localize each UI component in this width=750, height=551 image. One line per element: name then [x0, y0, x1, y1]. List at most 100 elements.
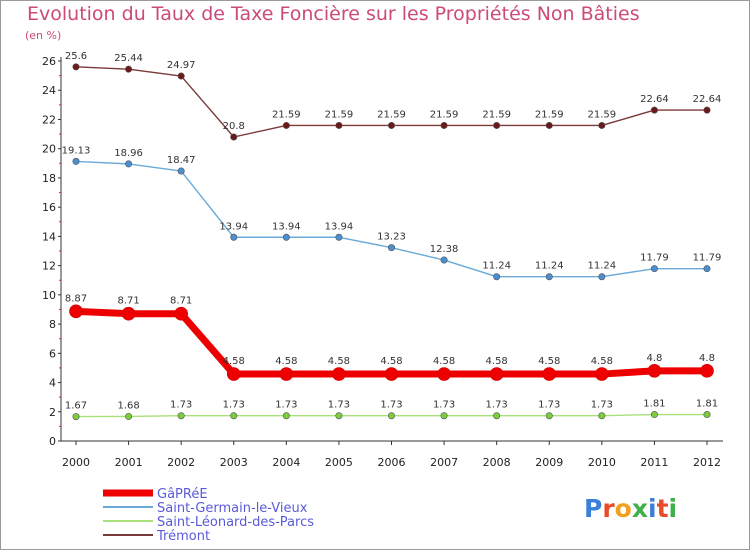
- data-point: [650, 411, 658, 419]
- data-label: 11.79: [640, 253, 669, 264]
- data-point: [703, 411, 711, 419]
- data-label: 11.79: [693, 253, 722, 264]
- data-point: [384, 367, 399, 381]
- data-point: [545, 412, 553, 420]
- x-tick-label: 2009: [535, 456, 563, 469]
- data-label: 13.94: [219, 221, 248, 232]
- data-label: 8.87: [65, 293, 87, 304]
- x-tick-label: 2000: [62, 456, 90, 469]
- y-tick-label: 18: [42, 172, 56, 185]
- data-label: 1.73: [538, 400, 560, 411]
- data-label: 1.68: [117, 400, 139, 411]
- data-point: [282, 121, 290, 129]
- data-label: 4.8: [646, 353, 662, 364]
- data-label: 25.44: [114, 53, 143, 64]
- proxiti-logo-letter: x: [632, 494, 648, 523]
- data-label: 12.38: [430, 244, 459, 255]
- x-tick-label: 2002: [167, 456, 195, 469]
- series-1: [72, 157, 711, 281]
- data-label: 8.71: [117, 296, 139, 307]
- data-point: [440, 121, 448, 129]
- data-label: 1.73: [433, 400, 455, 411]
- data-point: [72, 157, 80, 165]
- data-point: [69, 304, 83, 319]
- data-point: [650, 265, 658, 273]
- data-point: [230, 133, 238, 141]
- proxiti-logo: Proxiti: [584, 494, 677, 523]
- data-point: [387, 412, 395, 420]
- data-point: [230, 233, 238, 241]
- data-label: 21.59: [325, 109, 354, 120]
- chart-title: Evolution du Taux de Taxe Foncière sur l…: [27, 3, 640, 25]
- data-label: 21.59: [482, 109, 511, 120]
- data-label: 13.94: [325, 221, 354, 232]
- data-point: [437, 367, 451, 381]
- x-tick-label: 2012: [693, 456, 721, 469]
- y-axis-unit-label: (en %): [25, 29, 62, 42]
- data-label: 13.23: [377, 232, 406, 243]
- data-point: [493, 273, 501, 281]
- data-point: [177, 72, 185, 80]
- legend-entry: GâPRéE: [157, 487, 208, 502]
- data-label: 1.73: [223, 400, 245, 411]
- data-label: 1.67: [65, 401, 87, 412]
- data-point: [440, 412, 448, 420]
- data-label: 4.8: [699, 353, 715, 364]
- series-2: [72, 411, 711, 421]
- y-tick-label: 26: [42, 55, 56, 68]
- x-tick-label: 2007: [430, 456, 458, 469]
- data-point: [177, 167, 185, 175]
- data-point: [282, 412, 290, 420]
- data-point: [125, 65, 133, 73]
- data-label: 24.97: [167, 60, 196, 71]
- legend: GâPRéESaint-Germain-le-VieuxSaint-Léonar…: [103, 487, 314, 544]
- y-tick-label: 12: [42, 260, 56, 273]
- data-point: [177, 412, 185, 420]
- proxiti-logo-letter: t: [657, 494, 669, 523]
- data-label: 13.94: [272, 221, 301, 232]
- data-labels-layer: 8.87 8.71 8.71 4.58 4.58 4.58 4.58 4.58 4.58 4.58…: [62, 51, 722, 412]
- data-label: 22.64: [640, 94, 669, 105]
- data-point: [703, 265, 711, 273]
- proxiti-logo-letter: r: [602, 494, 615, 523]
- data-point: [226, 367, 241, 381]
- data-label: 1.73: [275, 400, 297, 411]
- data-point: [387, 244, 395, 252]
- y-tick-label: 8: [49, 318, 56, 331]
- series-3: [72, 63, 711, 141]
- y-tick-label: 2: [49, 406, 56, 419]
- data-label: 1.81: [696, 399, 718, 410]
- data-point: [440, 256, 448, 264]
- proxiti-logo-letter: i: [648, 494, 657, 523]
- data-label: 1.73: [486, 400, 508, 411]
- data-point: [335, 412, 343, 420]
- data-label: 1.73: [170, 400, 192, 411]
- proxiti-logo-letter: i: [669, 494, 678, 523]
- data-point: [545, 121, 553, 129]
- proxiti-logo-text: Proxiti: [584, 494, 677, 523]
- data-point: [387, 121, 395, 129]
- data-point: [650, 106, 658, 114]
- data-label: 18.96: [114, 148, 143, 159]
- data-point: [598, 412, 606, 420]
- data-point: [493, 121, 501, 129]
- legend-entry: Saint-Germain-le-Vieux: [157, 501, 308, 516]
- y-tick-label: 16: [42, 201, 56, 214]
- data-label: 8.71: [170, 296, 192, 307]
- data-label: 20.8: [223, 121, 245, 132]
- y-tick-label: 10: [42, 289, 56, 302]
- data-point: [335, 121, 343, 129]
- data-point: [125, 412, 133, 420]
- x-tick-label: 2011: [640, 456, 668, 469]
- y-tick-label: 20: [42, 143, 56, 156]
- data-point: [489, 367, 504, 381]
- data-label: 25.6: [65, 51, 87, 62]
- data-label: 21.59: [272, 109, 301, 120]
- data-point: [703, 106, 711, 114]
- data-point: [125, 160, 133, 168]
- series-0: [69, 304, 714, 381]
- legend-entry: Saint-Léonard-des-Parcs: [157, 515, 314, 530]
- data-label: 21.59: [535, 109, 564, 120]
